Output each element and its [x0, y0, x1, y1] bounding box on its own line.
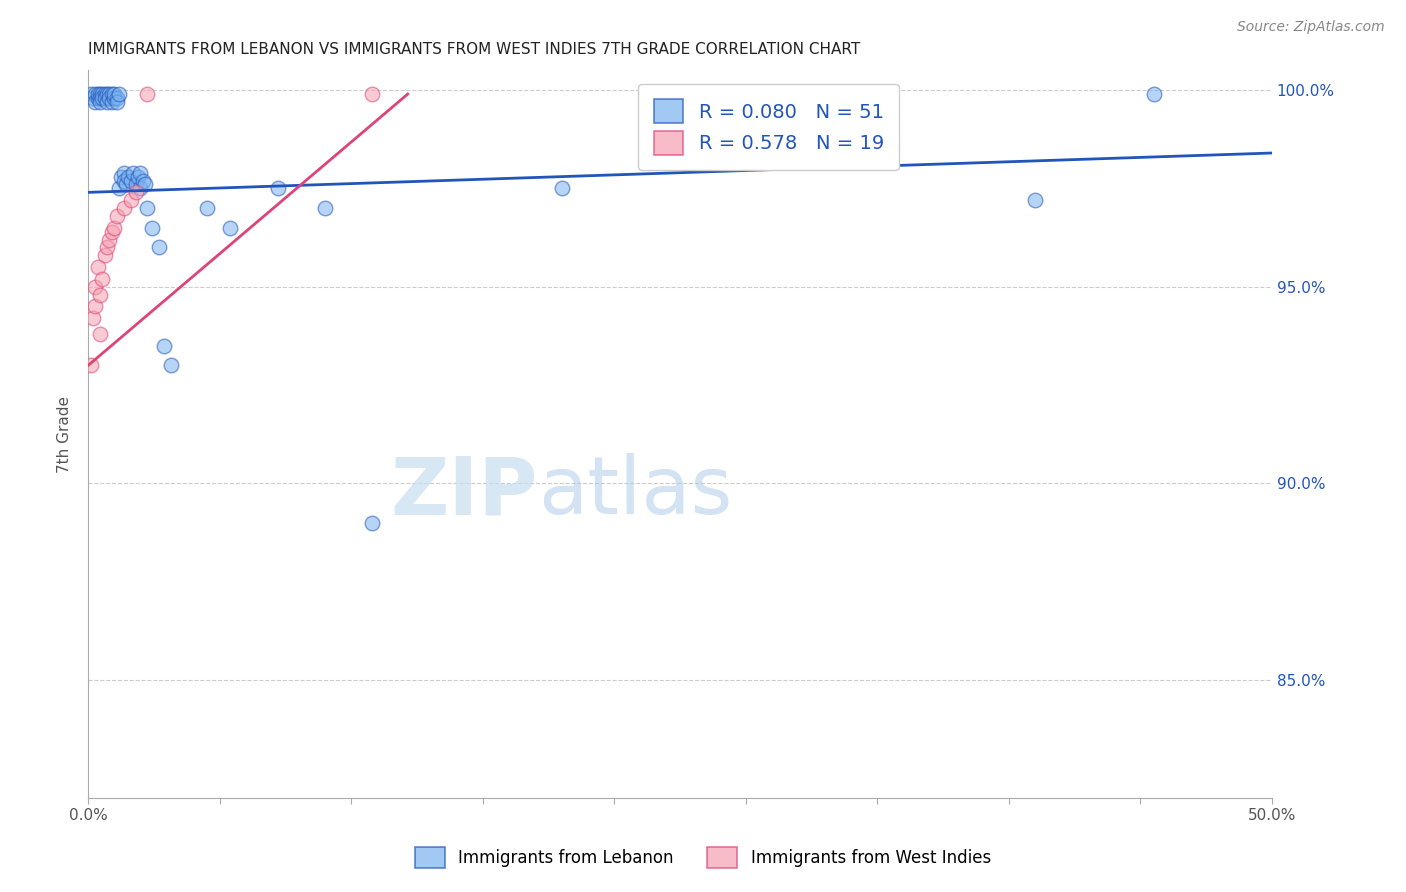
Point [89, 326, 111, 341]
Point [550, 181, 572, 195]
Point [84, 279, 107, 293]
Point [112, 166, 135, 180]
Point [117, 169, 139, 184]
Point [131, 173, 153, 187]
Point [103, 91, 125, 105]
Point [1142, 87, 1164, 101]
Point [120, 173, 142, 187]
Point [361, 516, 384, 530]
Point [98, 87, 121, 101]
Text: ZIP: ZIP [391, 453, 538, 532]
Point [91, 87, 114, 101]
Point [91, 272, 114, 286]
Point [141, 220, 163, 235]
Point [84, 95, 107, 109]
Text: IMMIGRANTS FROM LEBANON VS IMMIGRANTS FROM WEST INDIES 7TH GRADE CORRELATION CHA: IMMIGRANTS FROM LEBANON VS IMMIGRANTS FR… [89, 42, 860, 57]
Point [89, 91, 111, 105]
Point [96, 87, 118, 101]
Point [110, 169, 132, 184]
Point [148, 240, 170, 254]
Point [103, 220, 125, 235]
Point [361, 87, 384, 101]
Point [84, 300, 107, 314]
Point [134, 178, 156, 192]
Point [101, 225, 124, 239]
Point [136, 201, 159, 215]
Point [314, 201, 336, 215]
Point [124, 178, 146, 192]
Legend: R = 0.080   N = 51, R = 0.578   N = 19: R = 0.080 N = 51, R = 0.578 N = 19 [638, 84, 900, 170]
Point [84, 87, 107, 101]
Point [266, 181, 288, 195]
Point [112, 201, 135, 215]
Point [105, 91, 128, 105]
Point [105, 95, 128, 109]
Point [89, 287, 111, 301]
Point [105, 209, 128, 223]
Point [108, 87, 131, 101]
Point [96, 95, 118, 109]
Point [136, 87, 159, 101]
Point [127, 169, 149, 184]
Point [108, 181, 131, 195]
Text: atlas: atlas [538, 453, 733, 532]
Point [98, 233, 121, 247]
Point [103, 87, 125, 101]
Point [195, 201, 218, 215]
Point [124, 186, 146, 200]
Text: Source: ZipAtlas.com: Source: ZipAtlas.com [1237, 20, 1385, 34]
Point [98, 91, 121, 105]
Point [89, 87, 111, 101]
Point [120, 193, 142, 207]
Legend: Immigrants from Lebanon, Immigrants from West Indies: Immigrants from Lebanon, Immigrants from… [404, 836, 1002, 880]
Point [89, 95, 111, 109]
Point [129, 181, 152, 195]
Point [96, 240, 118, 254]
Point [122, 166, 145, 180]
Point [82, 311, 104, 326]
Point [86, 87, 108, 101]
Point [93, 248, 115, 262]
Point [79, 359, 101, 373]
Point [86, 260, 108, 274]
Point [82, 91, 104, 105]
Point [1024, 193, 1046, 207]
Point [115, 178, 138, 192]
Point [153, 339, 176, 353]
Y-axis label: 7th Grade: 7th Grade [58, 396, 72, 473]
Point [93, 91, 115, 105]
Point [129, 166, 152, 180]
Point [112, 173, 135, 187]
Point [79, 87, 101, 101]
Point [101, 87, 124, 101]
Point [86, 91, 108, 105]
Point [160, 359, 183, 373]
Point [91, 91, 114, 105]
Point [219, 220, 242, 235]
Point [101, 95, 124, 109]
Point [93, 87, 115, 101]
